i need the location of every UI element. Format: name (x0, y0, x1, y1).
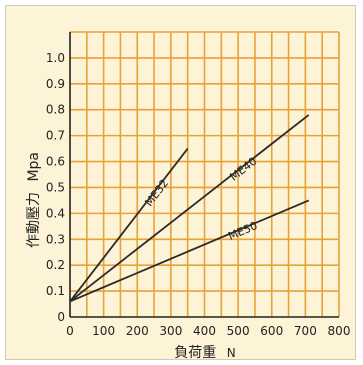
y-tick-label: 1.0 (46, 51, 65, 65)
x-tick-label: 0 (66, 324, 74, 338)
series-line-me40 (69, 114, 310, 303)
x-tick-label: 600 (260, 324, 283, 338)
x-tick-label: 100 (92, 324, 115, 338)
axes (69, 32, 339, 318)
y-tick-label: 0.9 (46, 77, 65, 91)
y-tick-label: 0.4 (46, 206, 65, 220)
x-tick-label: 500 (227, 324, 250, 338)
y-tick-label: 0.1 (46, 284, 65, 298)
y-tick-label: 0.5 (46, 180, 65, 194)
y-tick-label: 0.6 (46, 155, 65, 169)
x-axis-label: 負荷重 (174, 345, 216, 361)
x-tick-label: 300 (159, 324, 182, 338)
y-tick-label: 0.2 (46, 258, 65, 272)
y-axis-title: 作動壓力 Mpa (26, 152, 42, 248)
x-tick-label: 400 (193, 324, 216, 338)
x-tick-label: 200 (126, 324, 149, 338)
x-axis-title: 負荷重 N (174, 345, 235, 361)
y-tick-label: 0.7 (46, 129, 65, 143)
x-tick-label: 800 (328, 324, 351, 338)
y-tick-label: 0 (57, 310, 65, 324)
grid (70, 31, 340, 317)
y-axis-unit: Mpa (26, 152, 42, 182)
x-tick-label: 700 (294, 324, 317, 338)
series-line-me32 (69, 148, 189, 303)
y-tick-label: 0.8 (46, 103, 65, 117)
y-tick-label: 0.3 (46, 232, 65, 246)
series-line-me50 (69, 199, 310, 303)
y-axis-label: 作動壓力 (26, 192, 42, 248)
x-axis-unit: N (227, 346, 236, 360)
tick-labels: 0 100 200 300 400 500 600 700 800 0 0.1 0.2 0.3 0.4 0.… (46, 51, 351, 338)
